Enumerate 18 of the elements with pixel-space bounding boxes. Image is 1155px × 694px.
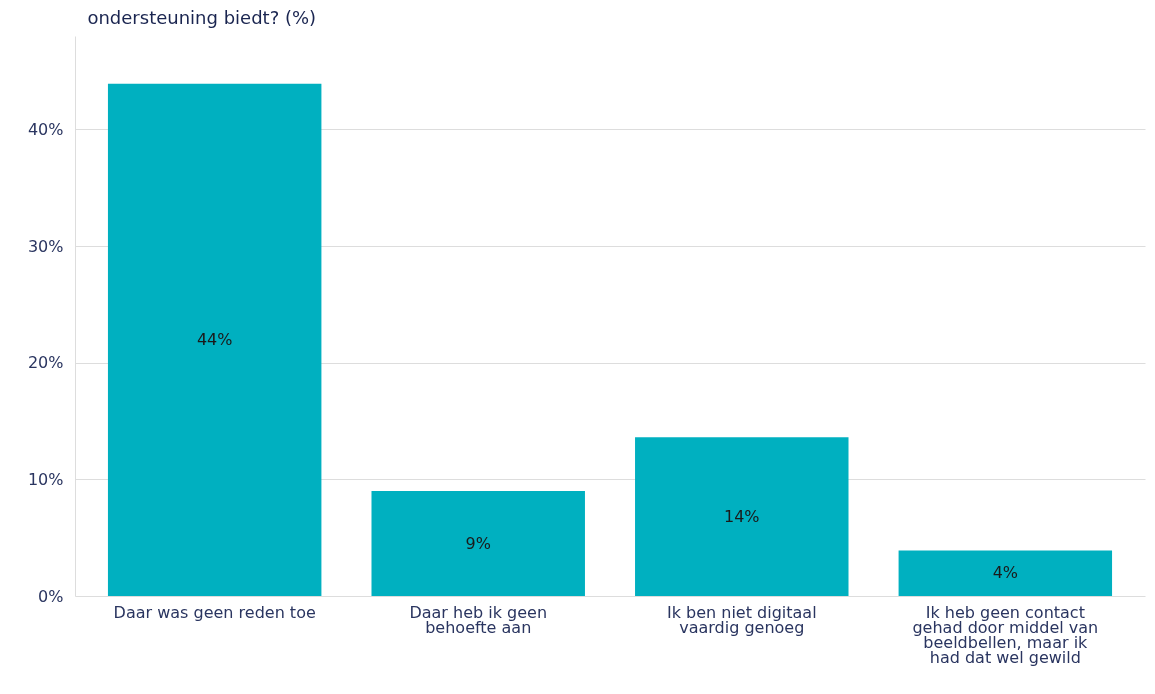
- y-tick-label: 30%: [27, 236, 64, 256]
- y-tick-label: 10%: [27, 469, 64, 489]
- data-label: 9%: [465, 533, 491, 553]
- y-tick-label: 20%: [27, 353, 64, 373]
- data-label: 44%: [196, 329, 233, 349]
- y-tick-label: 40%: [27, 119, 64, 139]
- chart-title: ondersteuning biedt? (%): [87, 7, 317, 28]
- data-label: 14%: [723, 506, 760, 526]
- bar: [898, 550, 1113, 596]
- x-tick-label: Ik ben niet digitaal vaardig genoeg: [666, 602, 817, 637]
- y-tick-label: 0%: [38, 586, 64, 606]
- x-tick-label: Ik heb geen contact gehad door middel van beeldbellen, maar ik had dat wel gewild: [912, 602, 1099, 667]
- x-tick-label: Daar was geen reden toe: [113, 602, 316, 622]
- x-tick-label: Daar heb ik geen behoefte aan: [409, 602, 548, 637]
- bar: [635, 437, 849, 596]
- bar: [371, 491, 585, 596]
- bar: [107, 83, 322, 596]
- data-label: 4%: [992, 563, 1019, 583]
